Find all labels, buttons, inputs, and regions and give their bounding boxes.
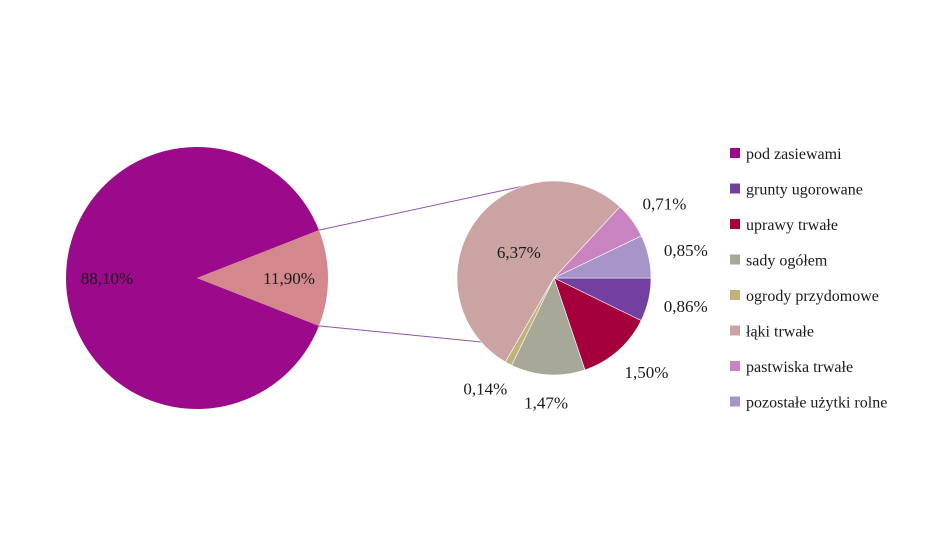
connector-line-top — [318, 180, 545, 231]
legend-item-laki-trwale: łąki trwałe — [730, 324, 814, 341]
legend-swatch — [730, 396, 740, 407]
legend-item-pod-zasiewami: pod zasiewami — [730, 146, 842, 163]
label-main-other: 11,90% — [263, 269, 315, 288]
legend-label: pod zasiewami — [746, 146, 842, 163]
sub-pie — [456, 180, 652, 376]
label-sub-grunty-ugorowane: 0,86% — [664, 297, 708, 316]
legend-item-pastwiska-trwale: pastwiska trwałe — [730, 359, 853, 376]
sub-slice-sady-ogolem — [511, 277, 586, 376]
label-sub-sady-ogolem: 1,47% — [524, 394, 568, 413]
label-sub-uprawy-trwale: 1,50% — [624, 363, 668, 382]
legend-swatch — [730, 183, 740, 194]
legend-item-uprawy-trwale: uprawy trwałe — [730, 217, 838, 234]
label-sub-pastwiska-trwale: 0,71% — [643, 195, 687, 214]
data-labels: 88,10% 11,90% 0,86% 1,50% 1,47% 0,14% 6,37% 0,7… — [81, 195, 708, 413]
label-sub-pozostale-uzytki-rolne: 0,85% — [664, 241, 708, 260]
legend-label: łąki trwałe — [746, 324, 814, 341]
main-slice-other — [197, 230, 328, 326]
legend-item-pozostale-uzytki-rolne: pozostałe użytki rolne — [730, 395, 887, 412]
legend-label: grunty ugorowane — [746, 182, 863, 199]
main-slice-pod-zasiewami — [65, 147, 319, 410]
legend-label: uprawy trwałe — [746, 217, 838, 234]
legend-item-grunty-ugorowane: grunty ugorowane — [730, 182, 863, 199]
label-sub-laki-trwale: 6,37% — [497, 243, 541, 262]
label-sub-ogrody-przydomowe: 0,14% — [463, 379, 507, 398]
legend: pod zasiewami grunty ugorowane uprawy trwa… — [730, 146, 887, 412]
sub-slice-pozostale-uzytki-rolne — [553, 235, 652, 279]
legend-swatch — [730, 219, 740, 229]
connector-line-bottom — [318, 325, 482, 343]
legend-swatch — [730, 361, 740, 371]
main-pie — [65, 147, 328, 410]
label-main-pod-zasiewami: 88,10% — [81, 269, 133, 288]
legend-swatch — [730, 290, 740, 300]
sub-slice-laki-trwale — [456, 180, 621, 363]
legend-label: ogrody przydomowe — [746, 288, 879, 305]
legend-label: sady ogółem — [746, 253, 828, 270]
legend-label: pozostałe użytki rolne — [746, 395, 887, 412]
legend-item-sady-ogolem: sady ogółem — [730, 253, 828, 270]
legend-item-ogrody-przydomowe: ogrody przydomowe — [730, 288, 879, 305]
sub-slice-uprawy-trwale — [553, 277, 642, 371]
legend-label: pastwiska trwałe — [746, 359, 853, 376]
connector-lines — [318, 180, 545, 343]
legend-swatch — [730, 325, 740, 336]
legend-swatch — [730, 148, 740, 158]
legend-swatch — [730, 254, 740, 265]
